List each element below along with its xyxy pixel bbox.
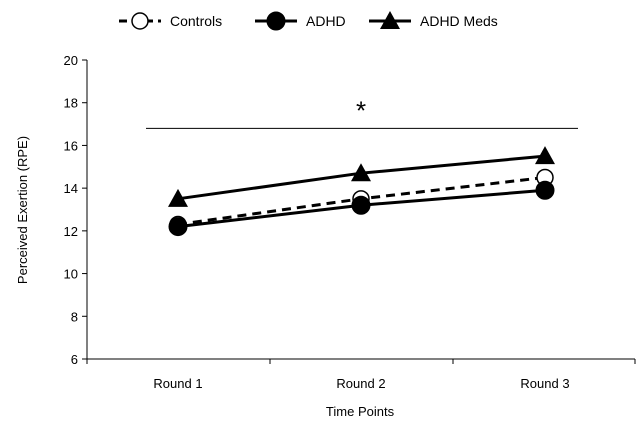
y-tick-label: 16: [64, 138, 78, 153]
y-tick-label: 20: [64, 53, 78, 68]
y-tick-label: 8: [71, 309, 78, 324]
y-axis-title: Perceived Exertion (RPE): [15, 136, 30, 284]
data-point-series-2: [351, 195, 371, 215]
legend-label: ADHD Meds: [420, 13, 498, 29]
axes: 6 8 10 12 14 16 18 20 Round 1 Round 2 Round 3: [64, 53, 636, 391]
legend-marker: [131, 12, 149, 30]
y-tick-label: 18: [64, 96, 78, 111]
y-tick-label: 6: [71, 352, 78, 367]
legend: Controls ADHD ADHD Meds: [119, 11, 498, 31]
data-point-series-2: [168, 217, 188, 237]
legend-label: Controls: [170, 13, 222, 29]
x-tick-label: Round 3: [520, 376, 569, 391]
y-tick-label: 12: [64, 224, 78, 239]
data-point-series-2: [535, 180, 555, 200]
x-tick-label: Round 1: [153, 376, 202, 391]
x-tick-label: Round 2: [336, 376, 385, 391]
data-point-series-3: [351, 163, 371, 182]
plot-area: *: [146, 96, 578, 237]
data-point-series-3: [168, 188, 188, 207]
y-tick-label: 10: [64, 267, 78, 282]
significance-mark: *: [356, 96, 366, 126]
data-point-series-3: [535, 146, 555, 165]
legend-label: ADHD: [306, 13, 346, 29]
legend-marker: [380, 11, 400, 29]
legend-marker: [266, 11, 286, 31]
y-tick-label: 14: [64, 181, 78, 196]
x-axis-title: Time Points: [326, 404, 395, 419]
